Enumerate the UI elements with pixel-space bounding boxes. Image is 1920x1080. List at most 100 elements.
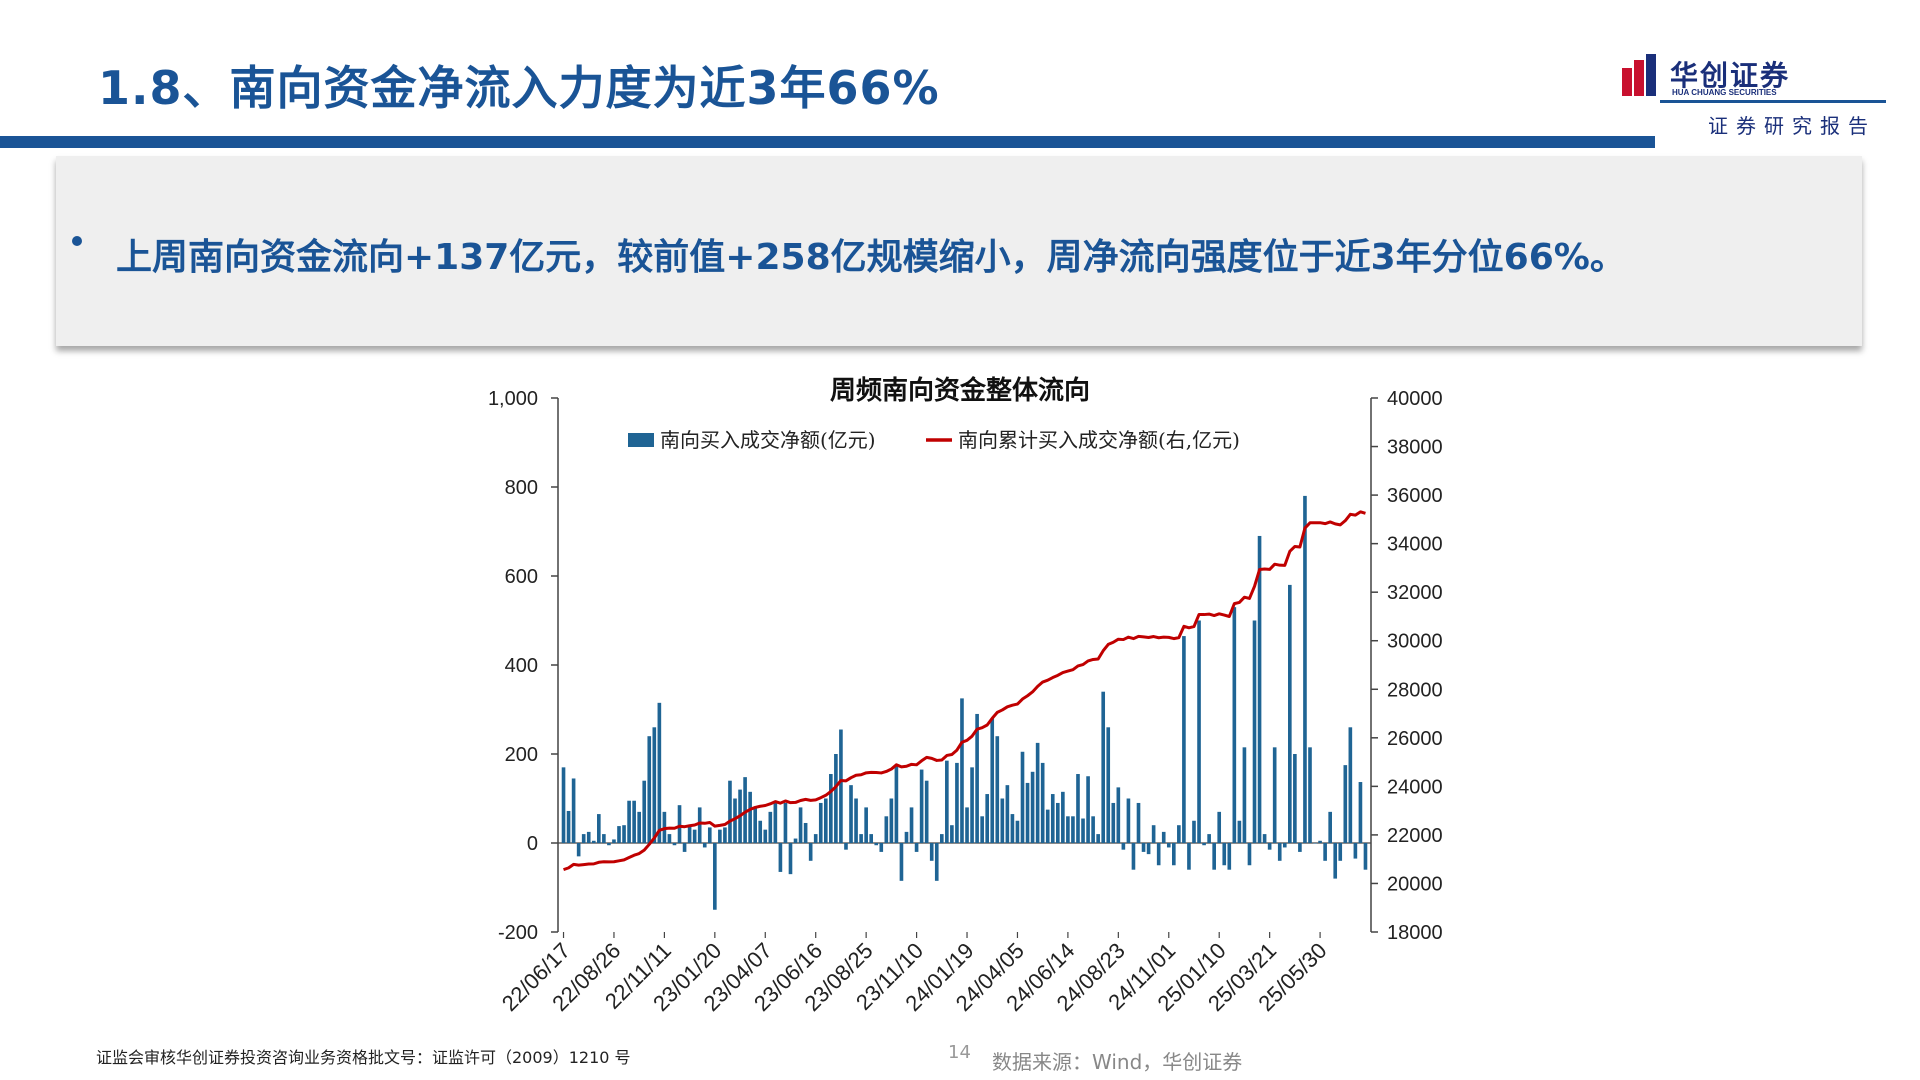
bar xyxy=(591,840,596,843)
bar xyxy=(1333,843,1338,879)
bar xyxy=(627,800,631,843)
bar xyxy=(677,805,682,843)
bar xyxy=(682,843,687,852)
bar xyxy=(1131,843,1136,870)
bar xyxy=(763,829,768,843)
bar xyxy=(758,820,763,843)
right-tick-label: 38000 xyxy=(1387,437,1443,459)
bar xyxy=(652,727,657,843)
bar xyxy=(602,834,606,843)
bar xyxy=(1096,834,1100,843)
bar xyxy=(1232,607,1237,843)
bar xyxy=(1338,843,1343,861)
right-tick-label: 34000 xyxy=(1387,534,1443,556)
bar xyxy=(995,736,1000,843)
header-bar xyxy=(0,136,1655,148)
bar xyxy=(1358,782,1363,843)
bar xyxy=(839,729,843,843)
bar xyxy=(1252,620,1257,843)
bar xyxy=(1081,818,1085,843)
bar xyxy=(1202,843,1206,846)
bar xyxy=(869,834,873,843)
logo-chinese-name: 华创证券 xyxy=(1670,59,1791,92)
header-divider xyxy=(1660,100,1886,103)
right-tick-label: 22000 xyxy=(1387,825,1443,847)
data-source: 数据来源：Wind，华创证券 xyxy=(992,1050,1243,1074)
left-tick-label: 800 xyxy=(505,477,538,499)
bar xyxy=(874,843,879,846)
bar xyxy=(1217,811,1222,843)
bar xyxy=(1116,787,1121,844)
left-tick-label: 600 xyxy=(505,566,538,588)
bar xyxy=(1066,816,1070,843)
bar xyxy=(834,754,838,843)
bar xyxy=(566,810,571,843)
bar xyxy=(1237,820,1242,843)
bar xyxy=(813,834,818,843)
bar xyxy=(939,834,944,843)
bar xyxy=(1146,843,1151,855)
bar xyxy=(1197,620,1201,843)
bar xyxy=(1156,843,1161,866)
bar xyxy=(1055,802,1060,843)
bar xyxy=(642,780,647,843)
bar xyxy=(919,769,924,843)
bar xyxy=(945,760,949,843)
left-tick-label: 200 xyxy=(505,744,538,766)
right-tick-label: 20000 xyxy=(1387,873,1443,895)
bar xyxy=(687,825,692,843)
bar xyxy=(904,831,909,844)
bar xyxy=(808,843,813,861)
bar xyxy=(955,762,959,843)
compliance-note: 证监会审核华创证券投资咨询业务资格批文号：证监许可（2009）1210 号 xyxy=(96,1048,631,1067)
bullet-dot xyxy=(72,236,82,246)
chart-title: 周频南向资金整体流向 xyxy=(829,376,1090,406)
bar xyxy=(1227,843,1232,870)
bar xyxy=(707,827,712,843)
bar xyxy=(622,825,626,843)
bar xyxy=(975,713,979,843)
bar xyxy=(1030,771,1035,843)
bar xyxy=(1106,727,1111,843)
bar xyxy=(1020,751,1025,843)
bar xyxy=(632,800,636,843)
bar xyxy=(1313,843,1317,844)
bar xyxy=(1298,843,1302,852)
bar xyxy=(1010,814,1015,843)
bar xyxy=(793,838,798,843)
bar xyxy=(1015,820,1020,843)
bar xyxy=(713,843,717,910)
legend-bar-swatch xyxy=(628,433,654,447)
bar xyxy=(1348,727,1353,843)
bar xyxy=(844,843,848,850)
bar xyxy=(990,718,995,843)
bar xyxy=(581,834,586,843)
bar xyxy=(783,802,788,843)
bar xyxy=(733,798,737,843)
bar xyxy=(1136,802,1141,843)
bar xyxy=(657,702,662,843)
right-tick-label: 40000 xyxy=(1387,388,1443,410)
bar xyxy=(965,807,969,843)
bar xyxy=(1242,747,1247,843)
bar xyxy=(1282,843,1287,848)
bar xyxy=(1192,820,1196,843)
bar xyxy=(899,843,904,881)
bar xyxy=(1293,754,1297,843)
bar xyxy=(859,834,863,843)
bar xyxy=(1303,495,1307,843)
page-number: 14 xyxy=(948,1042,971,1063)
bar xyxy=(914,843,919,852)
bar xyxy=(1212,843,1216,870)
bar xyxy=(929,843,934,861)
bar xyxy=(778,843,783,872)
bar xyxy=(1222,843,1227,866)
bar xyxy=(985,794,990,843)
bar xyxy=(1187,843,1191,870)
bar xyxy=(1363,843,1368,870)
bar xyxy=(1111,802,1116,843)
bar xyxy=(586,831,591,844)
bar xyxy=(980,816,984,843)
bar xyxy=(934,843,939,881)
right-tick-label: 24000 xyxy=(1387,776,1443,798)
